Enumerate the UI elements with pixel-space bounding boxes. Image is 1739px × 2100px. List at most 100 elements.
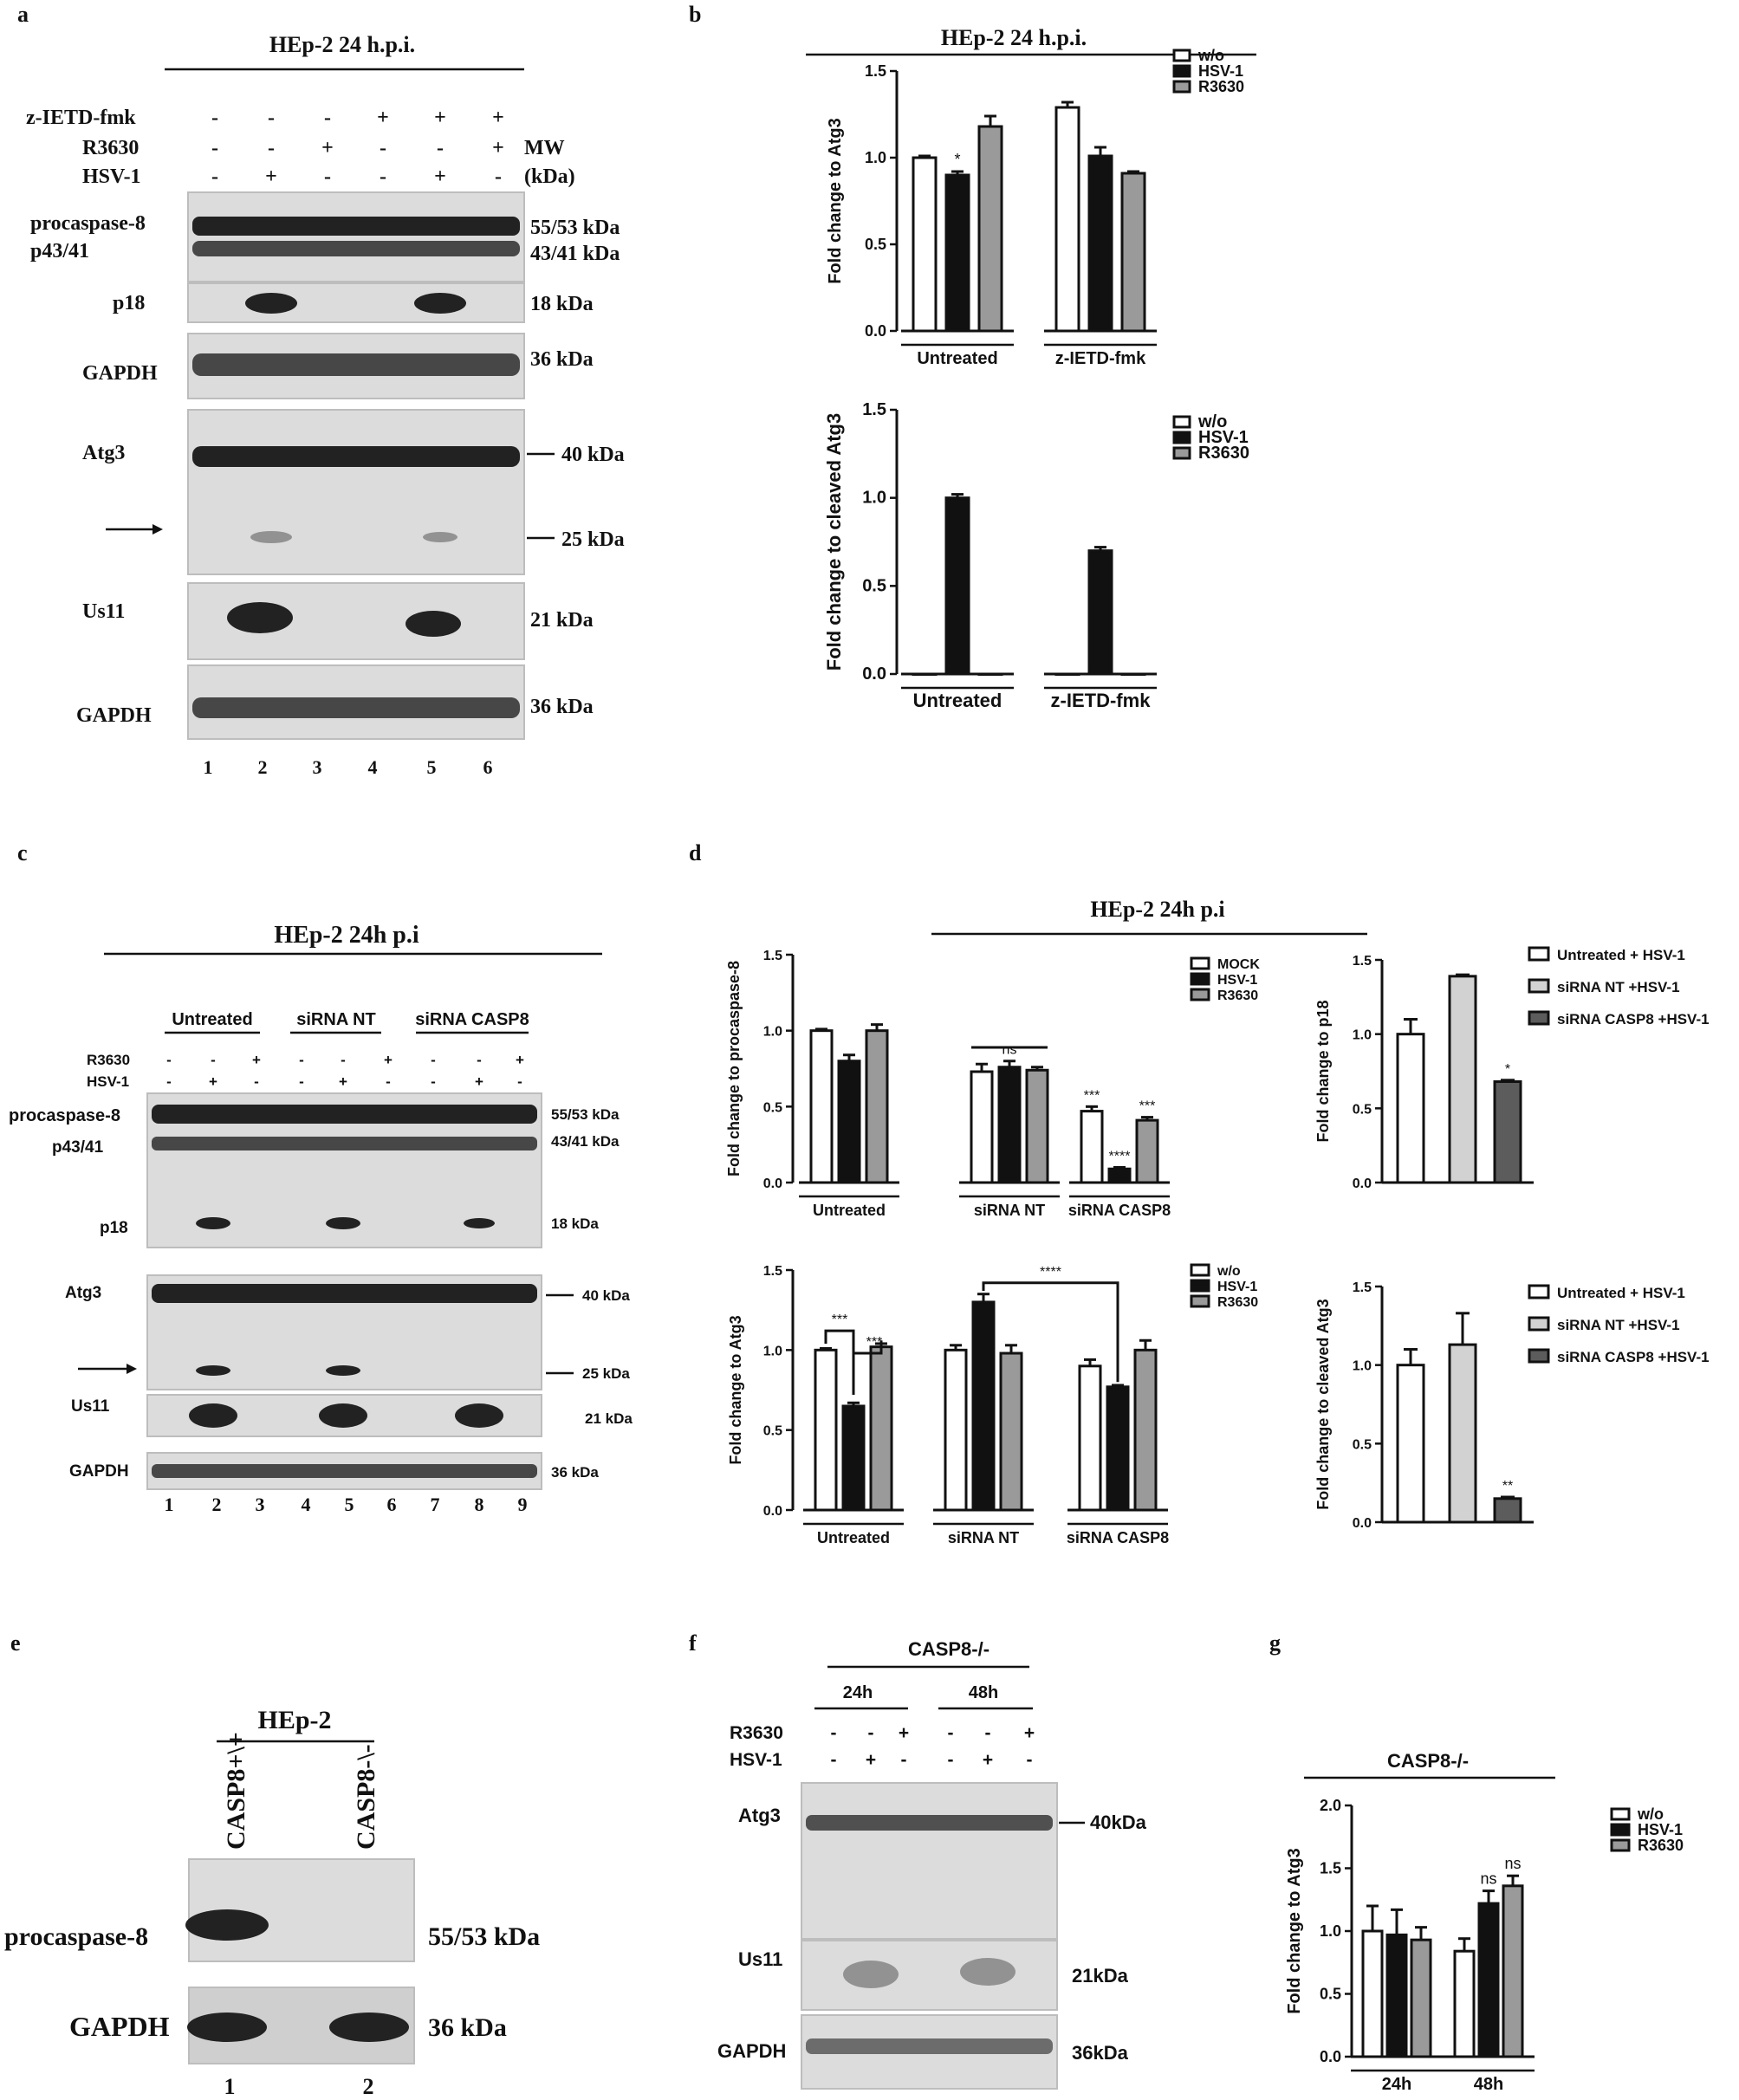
- legend-label: R3630: [1217, 988, 1258, 1003]
- bar: [970, 1070, 994, 1184]
- mw-unit: (kDa): [524, 165, 575, 188]
- bar: [1385, 1933, 1408, 2058]
- y-axis-label: Fold change to cleaved Atg3: [1314, 1299, 1332, 1509]
- group-label-untreated: Untreated: [172, 1010, 252, 1029]
- bar: [1493, 1079, 1522, 1184]
- mw-18: 18 kDa: [551, 1215, 599, 1232]
- group-label-sirna-nt: siRNA NT: [296, 1010, 375, 1029]
- legend-label: Untreated + HSV-1: [1557, 947, 1685, 963]
- chart-d-bottom-right: 0.0 0.5 1.0 1.5 Fold change to cleaved Atg3 *…: [1314, 1280, 1710, 1531]
- lane-number: 8: [475, 1494, 484, 1515]
- y-tick-label: 1.5: [763, 1264, 782, 1279]
- sign: -: [985, 1723, 991, 1743]
- blot-label-p43-41: p43/41: [30, 240, 89, 262]
- y-tick-label: 0.0: [763, 1176, 782, 1191]
- bar: [1078, 1364, 1102, 1512]
- sign: +: [899, 1723, 909, 1743]
- panel-a-signs: - - - + + + - - + - - + - + - - + -: [211, 107, 504, 188]
- lane-number: 5: [427, 756, 437, 778]
- legend-label: Untreated + HSV-1: [1557, 1285, 1685, 1301]
- treatment-label-hsv1: HSV-1: [82, 165, 141, 188]
- sign: -: [324, 107, 331, 129]
- sign: -: [831, 1723, 837, 1743]
- lane-number: 3: [256, 1494, 265, 1515]
- mw-25: 25 kDa: [561, 528, 625, 551]
- band-f-us11-lane5: [960, 1958, 1015, 1986]
- panel-c-signs: - - + - - + - - + - + - - + - - + -: [166, 1052, 524, 1090]
- treatment-label-r3630: R3630: [730, 1723, 783, 1743]
- significance-label: ***: [1139, 1099, 1156, 1114]
- legend-label: R3630: [1638, 1837, 1684, 1854]
- legend-swatch: [1528, 1010, 1550, 1026]
- y-tick-label: 1.0: [1353, 1028, 1372, 1043]
- lane-number: 3: [313, 756, 322, 778]
- blot-label-p43-41: p43/41: [52, 1138, 104, 1157]
- band-c-p18-lane5: [326, 1217, 360, 1229]
- sign: -: [1027, 1750, 1033, 1770]
- band-gapdh-1: [192, 353, 520, 376]
- band-us11-lane2: [227, 602, 293, 633]
- bar: [912, 156, 938, 333]
- y-tick-label: 0.0: [865, 322, 886, 340]
- y-tick-label: 0.0: [1320, 2048, 1341, 2065]
- panel-label-g: g: [1269, 1630, 1281, 1656]
- y-axis-label: Fold change to cleaved Atg3: [823, 413, 845, 671]
- legend-swatch: [1528, 1284, 1550, 1300]
- legend-swatch: [1610, 1807, 1631, 1821]
- sign: -: [324, 165, 331, 188]
- mw-21: 21kDa: [1072, 1965, 1129, 1987]
- mw-43-41: 43/41 kDa: [551, 1133, 620, 1150]
- sign: -: [431, 1073, 436, 1090]
- timepoint-24h: 24h: [843, 1683, 873, 1702]
- lane-number: 1: [224, 2074, 236, 2099]
- lane-number: 5: [345, 1494, 354, 1515]
- panel-b: b HEp-2 24 h.p.i. 0.0 0.5 1.0 1.5 Fold chang…: [689, 2, 1256, 711]
- panel-b-title: HEp-2 24 h.p.i.: [941, 25, 1087, 50]
- x-tick-label: z-IETD-fmk: [1055, 349, 1146, 368]
- blot-label-gapdh: GAPDH: [69, 2011, 170, 2042]
- mw-25: 25 kDa: [582, 1365, 630, 1382]
- legend-swatch: [1190, 1279, 1210, 1293]
- sign: -: [437, 137, 444, 159]
- legend-swatch: [1172, 64, 1191, 78]
- y-tick-label: 1.0: [763, 1344, 782, 1358]
- legend-swatch: [1528, 1316, 1550, 1332]
- legend-label: HSV-1: [1638, 1821, 1683, 1838]
- sign: +: [475, 1073, 483, 1090]
- band-atg3-cleaved-lane5: [423, 532, 457, 542]
- legend-label: w/o: [1217, 1264, 1241, 1279]
- sign: -: [477, 1052, 482, 1068]
- legend-label: R3630: [1198, 78, 1244, 95]
- lane-number: 4: [368, 756, 378, 778]
- mw-40: 40 kDa: [582, 1287, 630, 1304]
- blot-label-procaspase8: procaspase-8: [4, 1922, 148, 1951]
- x-tick-label: siRNA NT: [948, 1529, 1019, 1546]
- blot-f-us11: [801, 1940, 1058, 2011]
- y-tick-label: 1.0: [862, 489, 886, 508]
- blot-label-us11: Us11: [71, 1397, 110, 1416]
- band-f-atg3: [806, 1815, 1053, 1831]
- sign: -: [380, 165, 386, 188]
- lane-number: 2: [363, 2074, 374, 2099]
- x-tick-label: Untreated: [917, 349, 997, 368]
- bar: [1502, 1884, 1524, 2058]
- sign: -: [166, 1052, 172, 1068]
- significance-label: ***: [832, 1312, 848, 1327]
- x-tick-label: siRNA NT: [974, 1202, 1045, 1219]
- blot-e-procaspase8: [188, 1858, 415, 1962]
- sign: +: [377, 107, 389, 129]
- y-tick-label: 1.0: [1320, 1922, 1341, 1940]
- legend-label: siRNA CASP8 +HSV-1: [1557, 1349, 1710, 1365]
- blot-label-procaspase8: procaspase-8: [30, 212, 146, 235]
- blot-label-p18: p18: [113, 292, 145, 314]
- mw-36: 36 kDa: [428, 2013, 507, 2042]
- y-axis-label: Fold change to Atg3: [826, 118, 845, 283]
- legend-label: w/o: [1637, 1805, 1664, 1823]
- y-tick-label: 1.5: [1353, 954, 1372, 969]
- bar: [1448, 1343, 1477, 1524]
- significance-label: ***: [866, 1335, 883, 1350]
- sign: +: [492, 137, 504, 159]
- y-axis-label: Fold change to Atg3: [1285, 1848, 1304, 2013]
- legend-swatch: [1610, 1823, 1631, 1837]
- x-tick-label: siRNA CASP8: [1068, 1202, 1171, 1219]
